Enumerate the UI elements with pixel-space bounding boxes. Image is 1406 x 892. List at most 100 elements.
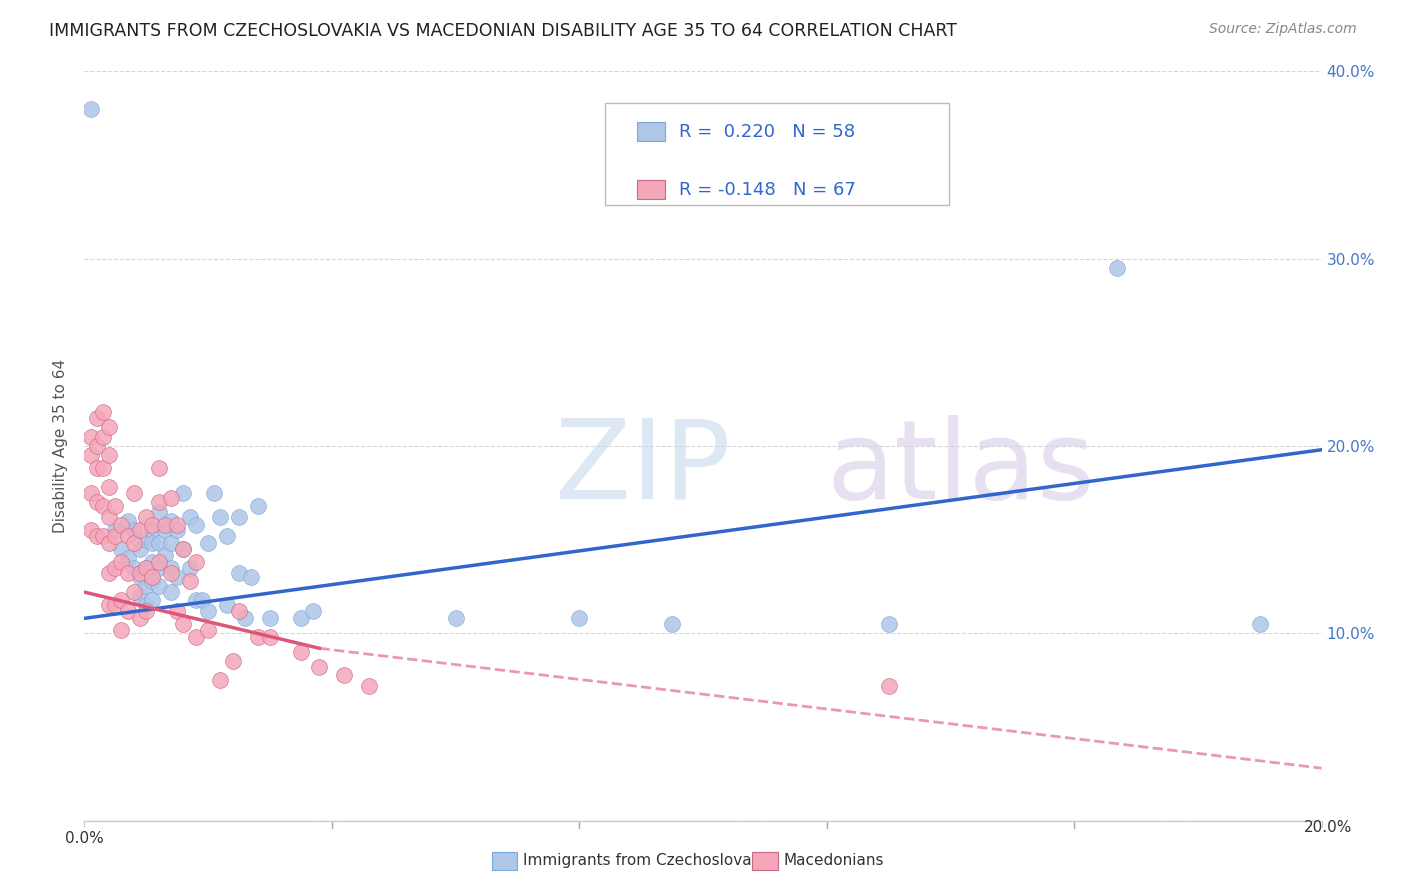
Point bbox=[104, 499, 127, 513]
Point bbox=[122, 536, 145, 550]
Point bbox=[166, 524, 188, 538]
Point bbox=[160, 566, 183, 581]
Point bbox=[110, 592, 132, 607]
Point bbox=[117, 529, 139, 543]
Point bbox=[259, 611, 281, 625]
Point bbox=[122, 585, 145, 599]
Point bbox=[197, 623, 219, 637]
Point bbox=[135, 561, 157, 575]
Point bbox=[141, 570, 163, 584]
Text: R =  0.220   N = 58: R = 0.220 N = 58 bbox=[679, 123, 855, 141]
Point bbox=[290, 611, 312, 625]
Point bbox=[79, 449, 101, 463]
Point bbox=[308, 660, 330, 674]
Point bbox=[122, 561, 145, 575]
Point bbox=[228, 566, 250, 581]
Point bbox=[160, 536, 183, 550]
Point bbox=[184, 517, 207, 532]
Point bbox=[172, 486, 194, 500]
Point bbox=[160, 491, 183, 506]
Point bbox=[98, 566, 121, 581]
Point bbox=[91, 430, 114, 444]
Point bbox=[209, 510, 232, 524]
Point bbox=[91, 499, 114, 513]
Point bbox=[148, 580, 170, 594]
Point bbox=[135, 604, 157, 618]
Point bbox=[122, 524, 145, 538]
Point bbox=[91, 405, 114, 419]
Point bbox=[148, 461, 170, 475]
Point bbox=[153, 517, 176, 532]
Point bbox=[104, 529, 127, 543]
Point bbox=[197, 604, 219, 618]
Point bbox=[148, 495, 170, 509]
Point bbox=[135, 580, 157, 594]
Point bbox=[86, 461, 108, 475]
Text: Source: ZipAtlas.com: Source: ZipAtlas.com bbox=[1209, 22, 1357, 37]
Point bbox=[141, 592, 163, 607]
Point bbox=[129, 570, 152, 584]
Point bbox=[135, 533, 157, 547]
Point bbox=[877, 617, 900, 632]
Point bbox=[357, 679, 380, 693]
Point bbox=[98, 480, 121, 494]
Point bbox=[79, 486, 101, 500]
Point bbox=[209, 673, 232, 688]
Point bbox=[86, 439, 108, 453]
Point bbox=[184, 592, 207, 607]
Point bbox=[202, 486, 225, 500]
Y-axis label: Disability Age 35 to 64: Disability Age 35 to 64 bbox=[53, 359, 69, 533]
Point bbox=[91, 461, 114, 475]
Point bbox=[302, 604, 325, 618]
Point bbox=[141, 574, 163, 588]
Point bbox=[79, 524, 101, 538]
Point bbox=[122, 486, 145, 500]
Point bbox=[110, 542, 132, 557]
Point bbox=[166, 570, 188, 584]
Point bbox=[117, 551, 139, 566]
Point bbox=[179, 574, 201, 588]
Text: R = -0.148   N = 67: R = -0.148 N = 67 bbox=[679, 181, 856, 199]
Text: Macedonians: Macedonians bbox=[783, 854, 883, 868]
Text: atlas: atlas bbox=[827, 415, 1095, 522]
Point bbox=[141, 524, 163, 538]
Point bbox=[233, 611, 256, 625]
Point bbox=[228, 604, 250, 618]
Point bbox=[661, 617, 683, 632]
Point bbox=[98, 449, 121, 463]
Text: IMMIGRANTS FROM CZECHOSLOVAKIA VS MACEDONIAN DISABILITY AGE 35 TO 64 CORRELATION: IMMIGRANTS FROM CZECHOSLOVAKIA VS MACEDO… bbox=[49, 22, 957, 40]
Point bbox=[129, 542, 152, 557]
Point bbox=[129, 611, 152, 625]
Point bbox=[160, 585, 183, 599]
Point bbox=[160, 514, 183, 528]
Point bbox=[246, 499, 269, 513]
Point bbox=[172, 542, 194, 557]
Point bbox=[148, 555, 170, 569]
Point bbox=[166, 517, 188, 532]
Point bbox=[104, 561, 127, 575]
Point bbox=[290, 645, 312, 659]
Point bbox=[135, 510, 157, 524]
Point bbox=[172, 542, 194, 557]
Point bbox=[117, 514, 139, 528]
Point bbox=[444, 611, 467, 625]
Point bbox=[191, 592, 214, 607]
Point bbox=[110, 623, 132, 637]
Point bbox=[91, 529, 114, 543]
Point bbox=[240, 570, 263, 584]
Point bbox=[98, 510, 121, 524]
Point bbox=[135, 599, 157, 613]
Point bbox=[129, 566, 152, 581]
Point bbox=[141, 536, 163, 550]
Point bbox=[98, 599, 121, 613]
Point bbox=[215, 599, 238, 613]
Point bbox=[148, 505, 170, 519]
Point bbox=[1249, 617, 1271, 632]
Point bbox=[79, 430, 101, 444]
Point bbox=[141, 517, 163, 532]
Point bbox=[110, 517, 132, 532]
Point bbox=[79, 102, 101, 116]
Point bbox=[117, 566, 139, 581]
Point bbox=[153, 548, 176, 562]
Point bbox=[246, 630, 269, 644]
